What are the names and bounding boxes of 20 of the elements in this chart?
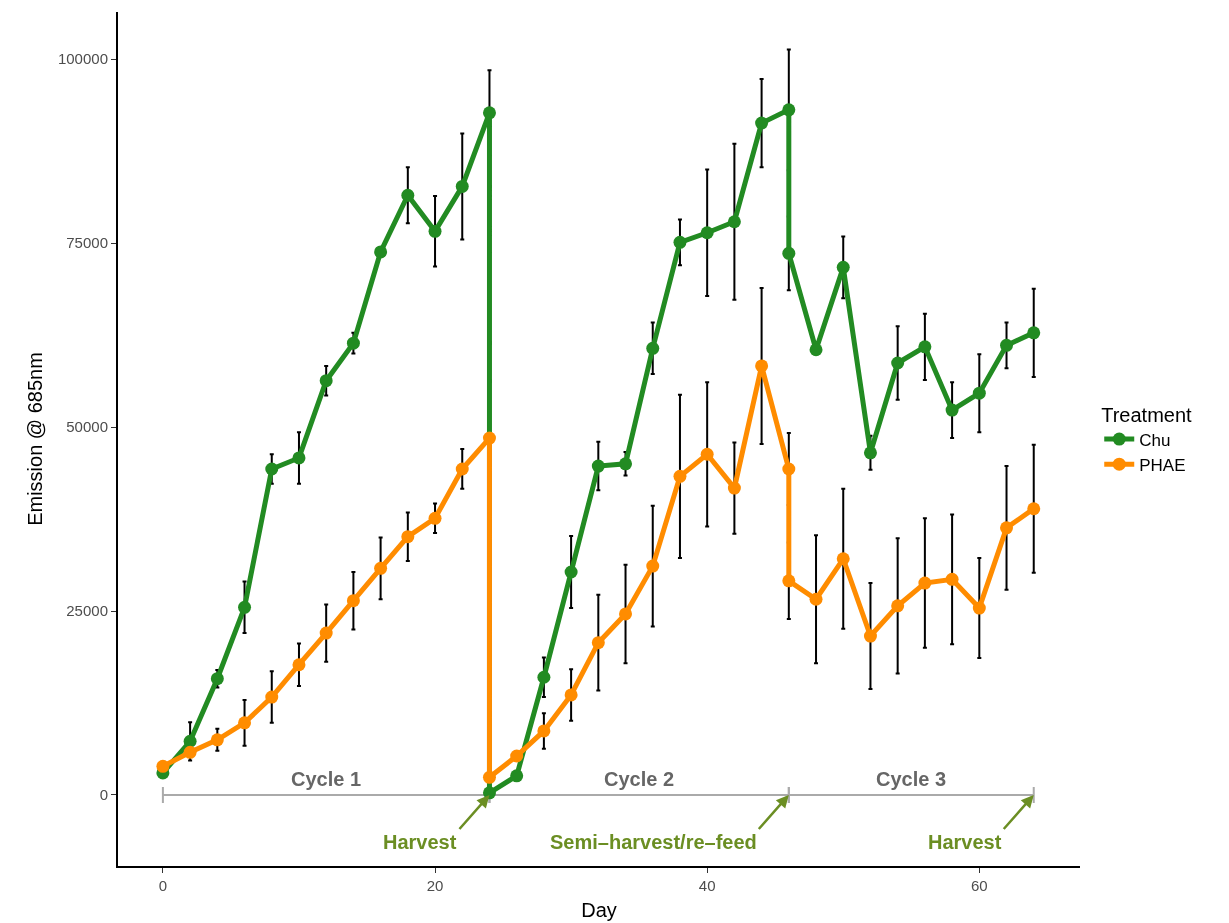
annotation: Harvest — [383, 831, 457, 853]
legend-label: Chu — [1139, 430, 1171, 450]
annotation: Cycle 1 — [291, 768, 362, 790]
y-tick-label: 25000 — [66, 602, 108, 620]
annotation: Cycle 3 — [876, 768, 947, 790]
annotation: Semi–harvest/re–feed — [550, 831, 757, 853]
x-tick-label: 0 — [158, 877, 168, 894]
y-tick-label: 75000 — [66, 234, 108, 252]
x-axis-title: Day — [581, 899, 617, 921]
y-tick-label: 100000 — [57, 50, 108, 68]
y-tick-label: 0 — [99, 786, 108, 804]
x-tick-label: 20 — [426, 877, 444, 894]
legend-title: Treatment — [1101, 403, 1193, 426]
x-tick-label: 40 — [698, 877, 716, 894]
annotation: Cycle 2 — [604, 768, 675, 790]
y-axis-title: Emission @ 685nm — [23, 352, 46, 526]
annotation: Harvest — [928, 831, 1002, 853]
y-tick-label: 50000 — [66, 418, 108, 436]
legend-label: PHAE — [1139, 455, 1186, 475]
x-tick-label: 60 — [970, 877, 988, 894]
